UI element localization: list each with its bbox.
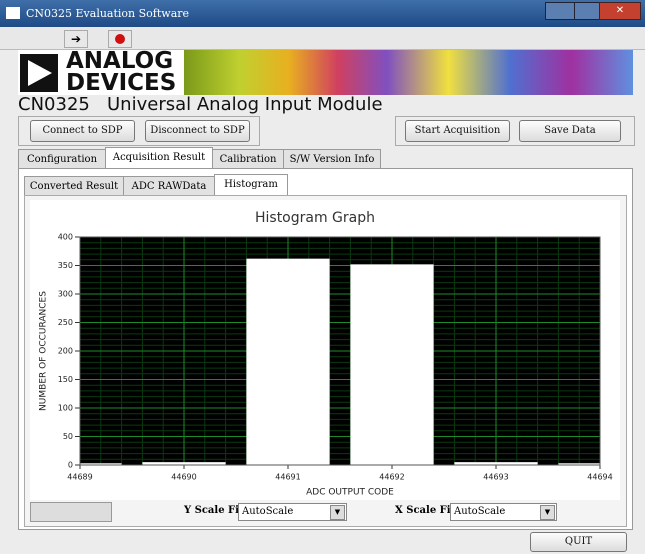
logo-text: ANALOG DEVICES — [66, 48, 177, 96]
module-title: CN0325 Universal Analog Input Module — [18, 94, 383, 115]
y-tick-label: 200 — [58, 347, 73, 356]
stop-button[interactable] — [108, 30, 132, 48]
close-button[interactable]: ✕ — [599, 2, 641, 20]
plot-border — [79, 236, 601, 466]
y-tick-label: 150 — [58, 375, 73, 384]
bar — [80, 463, 122, 465]
x-tick-label: 44693 — [483, 473, 508, 482]
acquisition-group — [395, 116, 635, 146]
start-acquisition-button[interactable]: Start Acquisition — [405, 120, 510, 142]
save-data-button[interactable]: Save Data — [519, 120, 621, 142]
y-axis-label: NUMBER OF OCCURANCES — [39, 291, 49, 411]
window-title: CN0325 Evaluation Software — [26, 7, 190, 20]
y-tick-label: 50 — [63, 432, 73, 441]
banner: ANALOG DEVICES — [18, 50, 633, 95]
x-tick-label: 44694 — [587, 473, 612, 482]
bar — [558, 463, 600, 465]
y-scale-label: Y Scale Fit — [184, 505, 244, 516]
x-tick-label: 44691 — [275, 473, 300, 482]
title-bar: CN0325 Evaluation Software ✕ — [0, 0, 645, 27]
y-tick-label: 100 — [58, 404, 73, 413]
x-scale-label: X Scale Fit — [395, 505, 456, 516]
y-tick-label: 0 — [68, 461, 73, 470]
subtab-bar: Converted Result ADC RAWData Histogram — [24, 174, 624, 196]
logo-mark — [20, 54, 58, 92]
y-tick-label: 400 — [58, 233, 73, 242]
connect-button[interactable]: Connect to SDP — [30, 120, 135, 142]
y-tick-label: 250 — [58, 318, 73, 327]
x-axis-label: ADC OUTPUT CODE — [306, 488, 394, 498]
quit-button[interactable]: QUIT — [530, 532, 627, 552]
chart-title: Histogram Graph — [255, 210, 375, 226]
y-tick-label: 300 — [58, 290, 73, 299]
subtab-active[interactable]: Histogram — [214, 174, 288, 196]
y-scale-dropdown[interactable]: AutoScale ▼ — [238, 503, 347, 521]
graph-tools[interactable] — [30, 502, 112, 522]
bar — [142, 462, 226, 465]
disconnect-button[interactable]: Disconnect to SDP — [145, 120, 250, 142]
run-button[interactable]: ➔ — [64, 30, 88, 48]
x-tick-label: 44690 — [171, 473, 196, 482]
x-tick-label: 44692 — [379, 473, 404, 482]
connection-group — [18, 116, 260, 146]
bar — [350, 264, 434, 465]
app-icon — [6, 7, 20, 19]
bar — [454, 462, 538, 465]
bar — [246, 258, 330, 465]
y-tick-label: 350 — [58, 261, 73, 270]
tab[interactable]: S/W Version Info — [283, 149, 381, 169]
x-scale-dropdown[interactable]: AutoScale ▼ — [450, 503, 557, 521]
x-tick-label: 44689 — [67, 473, 92, 482]
tab-bar: Configuration Acquisition Result Calibra… — [18, 147, 633, 169]
toolbar: ➔ — [0, 27, 645, 50]
